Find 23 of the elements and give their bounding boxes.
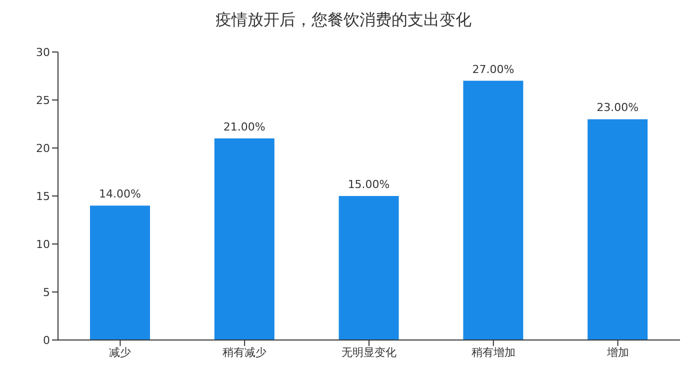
bar [338,196,399,340]
x-tick-label: 稍有增加 [471,346,516,359]
bar [214,138,274,340]
y-tick-label: 15 [36,190,50,203]
x-tick-label: 无明显变化 [342,346,396,359]
data-label: 21.00% [223,120,266,134]
data-label: 14.00% [99,188,141,201]
y-tick-label: 20 [36,142,50,155]
y-tick-label: 0 [43,334,50,347]
bar [463,80,524,340]
y-tick-label: 25 [36,94,50,107]
bar [90,206,150,340]
x-tick-label: 增加 [606,346,629,359]
data-label: 15.00% [348,178,390,191]
data-label: 27.00% [472,62,514,76]
bar [588,119,648,340]
y-tick-label: 5 [43,286,50,299]
y-tick-label: 30 [36,46,50,59]
data-label: 23.00% [596,101,639,114]
x-tick-label: 减少 [109,346,132,359]
chart-title: 疫情放开后，您餐饮消费的支出变化 [214,10,472,31]
x-tick-label: 稍有减少 [222,346,267,359]
y-tick-label: 10 [36,238,50,251]
